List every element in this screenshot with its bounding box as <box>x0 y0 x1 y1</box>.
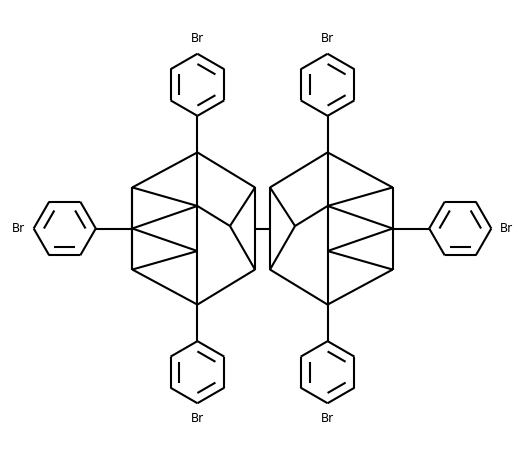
Text: Br: Br <box>191 412 204 425</box>
Text: Br: Br <box>321 412 334 425</box>
Text: Br: Br <box>12 222 25 235</box>
Text: Br: Br <box>321 32 334 45</box>
Text: Br: Br <box>191 32 204 45</box>
Text: Br: Br <box>500 222 513 235</box>
